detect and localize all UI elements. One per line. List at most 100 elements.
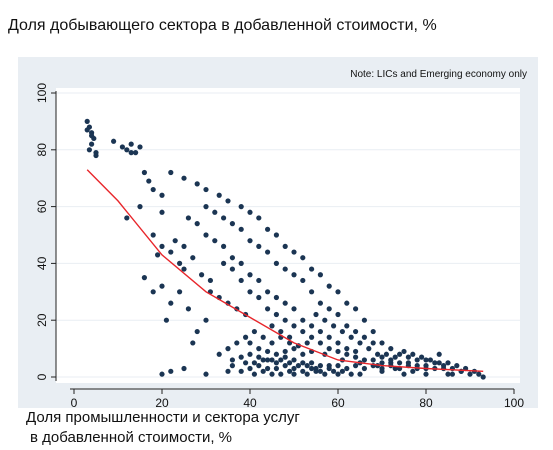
data-point (273, 311, 279, 318)
data-point (155, 252, 161, 258)
data-point (383, 351, 389, 357)
data-point (86, 147, 92, 153)
data-point (269, 340, 275, 346)
data-point (388, 357, 394, 363)
data-point (168, 368, 174, 374)
data-point (331, 368, 337, 374)
fit-line-group (86, 169, 484, 372)
data-point (216, 192, 222, 198)
data-point (225, 198, 231, 204)
data-point (317, 368, 323, 374)
data-point (93, 152, 99, 159)
data-point (137, 144, 143, 150)
data-point (238, 354, 244, 360)
data-point (247, 272, 253, 278)
data-point (256, 354, 262, 360)
data-point (265, 249, 271, 255)
data-point (379, 360, 385, 366)
data-point (309, 334, 315, 340)
data-point (212, 209, 218, 215)
data-point (291, 323, 297, 329)
data-point (119, 144, 125, 150)
data-point (379, 365, 385, 372)
data-point (317, 272, 323, 278)
data-point (291, 249, 297, 255)
chart-note: Note: LICs and Emerging economy only (350, 69, 527, 80)
data-point (150, 289, 156, 295)
data-point (304, 340, 310, 346)
data-point (353, 348, 359, 355)
data-point (168, 249, 174, 255)
data-point (247, 209, 253, 215)
data-point (89, 141, 95, 147)
data-point (124, 215, 130, 221)
data-point (168, 169, 174, 176)
data-point (278, 371, 284, 377)
data-point (313, 311, 319, 318)
x-axis-title-line1: Доля промышленности и сектора услуг (26, 409, 300, 426)
data-point (159, 283, 165, 289)
data-point (370, 340, 376, 346)
data-point (410, 368, 416, 374)
data-point (84, 127, 90, 133)
data-point (397, 360, 403, 366)
data-point (124, 147, 130, 153)
tick-labels: 0 20 40 60 80 100 0 20 40 60 80 100 (35, 83, 524, 410)
data-point (150, 232, 156, 238)
data-point (322, 317, 328, 323)
data-point (282, 363, 288, 369)
data-point (221, 260, 227, 266)
data-point (256, 277, 262, 284)
data-point (427, 357, 433, 363)
data-point (309, 323, 315, 329)
data-point (137, 204, 143, 210)
data-point (265, 357, 271, 363)
data-point (269, 323, 275, 329)
data-point (370, 357, 376, 363)
data-point (238, 260, 244, 266)
data-point (185, 215, 191, 221)
data-point (190, 255, 196, 261)
data-point (304, 363, 310, 369)
data-point (405, 354, 411, 360)
data-point (260, 334, 266, 340)
data-point (392, 354, 398, 360)
data-point (348, 371, 354, 377)
data-point (216, 351, 222, 357)
data-point (287, 334, 293, 340)
data-point (238, 277, 244, 284)
data-point (397, 351, 403, 357)
data-point (313, 365, 319, 372)
data-point (177, 289, 183, 295)
data-point (423, 371, 429, 377)
data-point (111, 138, 117, 144)
data-point (282, 317, 288, 323)
data-point (344, 365, 350, 372)
data-point (375, 351, 381, 357)
data-point (335, 348, 341, 355)
data-point (300, 351, 306, 357)
data-point (265, 365, 271, 372)
data-point (221, 215, 227, 221)
data-point (185, 306, 191, 312)
data-point (207, 277, 213, 284)
data-point (84, 118, 90, 124)
data-point (273, 232, 279, 238)
data-point (309, 360, 315, 366)
data-point (282, 300, 288, 306)
data-point (436, 360, 442, 366)
data-point (273, 365, 279, 372)
data-point (128, 150, 134, 156)
data-point (229, 255, 235, 261)
data-point (331, 323, 337, 329)
data-point (353, 306, 359, 312)
data-point (467, 371, 473, 377)
data-point (335, 311, 341, 318)
data-point (326, 365, 332, 372)
x-tick-label: 0 (71, 396, 78, 410)
data-point (300, 255, 306, 261)
data-point (300, 277, 306, 284)
data-point (89, 133, 95, 139)
data-point (322, 371, 328, 377)
data-point (295, 363, 301, 369)
